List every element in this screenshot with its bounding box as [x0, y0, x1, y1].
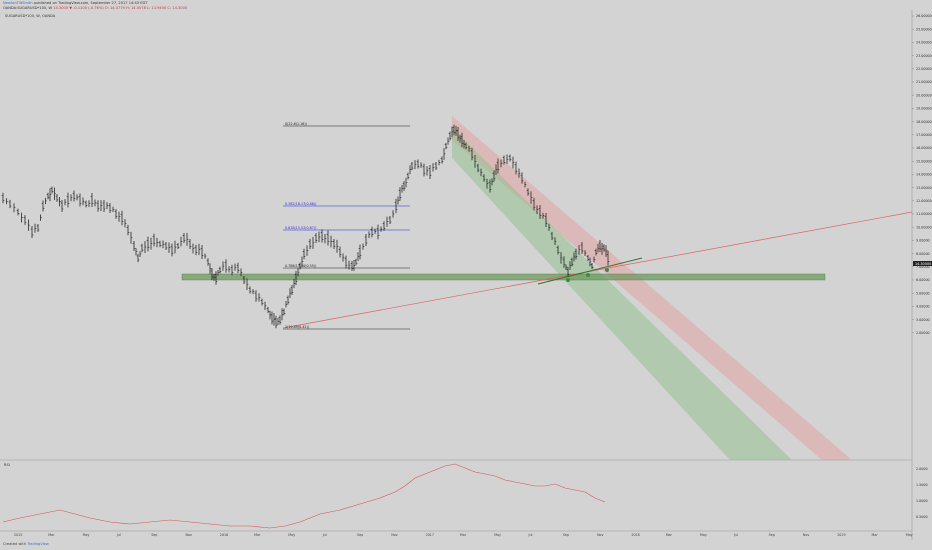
- time-tick-label: 2018: [631, 533, 639, 537]
- price-tick-label: 2.00000: [916, 331, 930, 335]
- chart-sub-title: SUGARUSD*100, W, OANDA: [5, 14, 56, 18]
- channel-red-zone[interactable]: [452, 116, 852, 460]
- time-tick-label: Nov: [597, 533, 603, 537]
- price-tick-label: 18.00000: [916, 120, 932, 124]
- price-tick-label: 20.00000: [916, 93, 932, 97]
- ohlc-open: O: 14.3779: [104, 6, 125, 10]
- low-marker-2[interactable]: [586, 273, 590, 277]
- price-tick-label: 12.00000: [916, 199, 932, 203]
- fib-level-label: 0.618(15.52(0.67)): [285, 226, 316, 230]
- fib-level-label: 1(10.89(0.42)): [285, 325, 309, 329]
- price-tick-label: 22.00000: [916, 67, 932, 71]
- fib-level-label: 0(22.6(1.16)): [285, 122, 307, 126]
- low-marker-3[interactable]: [605, 268, 609, 272]
- time-tick-label: Nov: [186, 533, 192, 537]
- price-tick-label: 6.00000: [916, 278, 930, 282]
- time-tick-label: Mar: [460, 533, 467, 537]
- time-tick-label: Jul: [733, 533, 738, 537]
- price-tick-label: 7.00000: [916, 265, 930, 269]
- indicator-axis: 2.0000 1.5000 1.0000 0.5000: [916, 467, 928, 519]
- price-tick-label: 13.00000: [916, 186, 932, 190]
- ohlc-high: H: 14.5578: [125, 6, 146, 10]
- created-with-text: Created with: [3, 542, 26, 546]
- time-tick-label: Mar: [254, 533, 261, 537]
- time-tick-label: Mar: [666, 533, 673, 537]
- indicator-tick-label: 2.0000: [916, 467, 928, 471]
- time-tick-label: May: [494, 533, 501, 537]
- time-tick-label: 2016: [220, 533, 228, 537]
- time-tick-label: Sep: [151, 533, 157, 537]
- symbol-change: 14.3000 ▼ -0.1100 (-0.76%): [53, 6, 104, 10]
- time-tick-label: Sep: [563, 533, 569, 537]
- price-tick-label: 3.00000: [916, 318, 930, 322]
- indicator-tick-label: 1.0000: [916, 499, 928, 503]
- price-tick-label: 19.00000: [916, 107, 932, 111]
- price-axis[interactable]: 26.00000 25.00000 24.00000 23.00000 22.00000…: [912, 14, 932, 335]
- fib-level-label: 0.382(18.17(0.86)): [285, 202, 316, 206]
- current-price-label: 14.30000: [915, 262, 931, 266]
- short-trendline[interactable]: [537, 257, 643, 285]
- time-tick-label: Mar: [872, 533, 879, 537]
- time-tick-label: Nov: [803, 533, 809, 537]
- time-tick-label: May: [906, 533, 913, 537]
- price-tick-label: 17.00000: [916, 133, 932, 137]
- main-pane[interactable]: [0, 10, 912, 460]
- price-bars: [1, 124, 610, 329]
- indicator-line: [2, 463, 606, 529]
- symbol-name: OANDA:SUGARUSD*100, W: [3, 6, 53, 10]
- time-tick-label: Sep: [769, 533, 775, 537]
- time-tick-label: Mar: [48, 533, 55, 537]
- long-trendline[interactable]: [282, 211, 913, 329]
- current-price-tag: [913, 261, 932, 266]
- time-tick-label: May: [288, 533, 295, 537]
- price-tick-label: 23.00000: [916, 54, 932, 58]
- time-tick-label: Jul: [528, 533, 533, 537]
- indicator-label: RSI: [4, 463, 10, 467]
- time-tick-label: Nov: [391, 533, 397, 537]
- time-tick-label: 2015: [14, 533, 22, 537]
- fibonacci-retracement[interactable]: 0(22.6(1.16)) 0.382(18.17(0.86)) 0.618(15.…: [283, 122, 410, 330]
- time-tick-label: May: [700, 533, 707, 537]
- price-tick-label: 14.00000: [916, 173, 932, 177]
- time-tick-label: 2019: [837, 533, 845, 537]
- support-zone[interactable]: [181, 273, 826, 281]
- price-tick-label: 25.00000: [916, 27, 932, 31]
- symbol-line: OANDA:SUGARUSD*100, W 14.3000 ▼ -0.1100 …: [3, 6, 187, 11]
- price-tick-label: 4.00000: [916, 305, 930, 309]
- price-tick-label: 11.00000: [916, 212, 932, 216]
- price-tick-label: 21.00000: [916, 80, 932, 84]
- channel-green-zone[interactable]: [452, 128, 792, 460]
- time-tick-label: 2017: [426, 533, 434, 537]
- fib-level-label: 0.786(13.50(0.55)): [285, 264, 316, 268]
- price-tick-label: 15.00000: [916, 159, 932, 163]
- ohlc-close: C: 14.3000: [167, 6, 188, 10]
- tradingview-brand[interactable]: TradingView: [27, 542, 49, 546]
- indicator-tick-label: 0.5000: [916, 515, 928, 519]
- publisher-line: NewtonTiltSmith published on TradingView…: [3, 1, 147, 6]
- price-tick-label: 26.00000: [916, 14, 932, 18]
- price-tick-label: 16.00000: [916, 146, 932, 150]
- time-tick-label: May: [83, 533, 90, 537]
- time-tick-label: Jul: [116, 533, 121, 537]
- price-tick-label: 10.00000: [916, 225, 932, 229]
- time-tick-label: Jul: [322, 533, 327, 537]
- ohlc-low: L: 13.9450: [147, 6, 167, 10]
- time-tick-label: Sep: [357, 533, 363, 537]
- indicator-tick-label: 1.5000: [916, 483, 928, 487]
- price-tick-label: 24.00000: [916, 41, 932, 45]
- price-tick-label: 5.00000: [916, 291, 930, 295]
- price-tick-label: 8.00000: [916, 252, 930, 256]
- low-marker-1[interactable]: [566, 278, 570, 282]
- footer: Created with TradingView: [3, 542, 49, 546]
- publisher-username[interactable]: NewtonTiltSmith: [3, 1, 33, 5]
- price-tick-label: 9.00000: [916, 239, 930, 243]
- publisher-text: published on TradingView.com, September …: [32, 1, 148, 5]
- time-axis[interactable]: 2015 Mar May Jul Sep Nov 2016 Mar May Jul Sep Nov 20…: [14, 533, 913, 537]
